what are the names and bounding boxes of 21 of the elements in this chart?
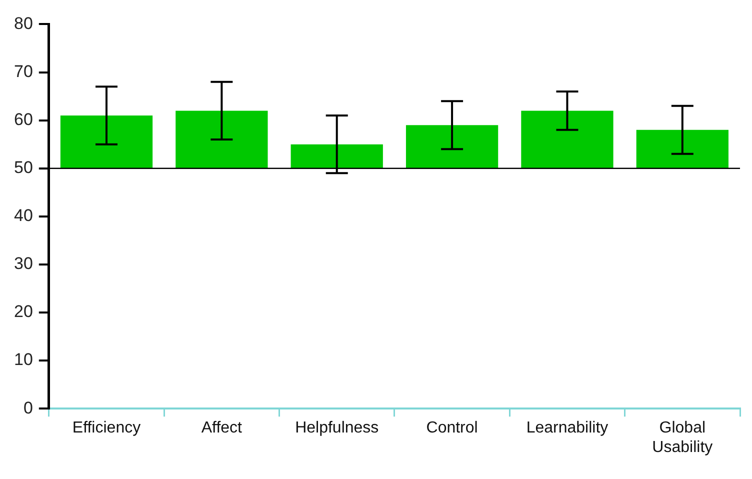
y-tick-label: 40 — [14, 206, 33, 226]
x-tick-label: Efficiency — [72, 420, 141, 437]
y-tick-label: 0 — [23, 398, 33, 418]
y-tick-label: 80 — [14, 14, 33, 33]
x-tick-label: Control — [426, 420, 478, 437]
bar — [290, 144, 383, 168]
y-tick-label: 50 — [14, 158, 33, 178]
y-tick-label: 70 — [14, 62, 33, 81]
bar — [636, 130, 728, 168]
bar — [406, 125, 498, 168]
y-tick-label: 30 — [14, 254, 33, 274]
x-tick-label: Affect — [201, 420, 243, 437]
y-tick-label: 10 — [14, 350, 33, 370]
x-tick-label: Helpfulness — [295, 420, 379, 437]
bar — [521, 110, 614, 168]
bar — [60, 115, 153, 168]
y-tick-label: 20 — [14, 302, 33, 322]
x-tick-label: Learnability — [526, 420, 608, 437]
y-tick-label: 60 — [14, 110, 33, 129]
x-tick-label: Global Usability — [652, 420, 713, 456]
bar — [176, 110, 268, 168]
